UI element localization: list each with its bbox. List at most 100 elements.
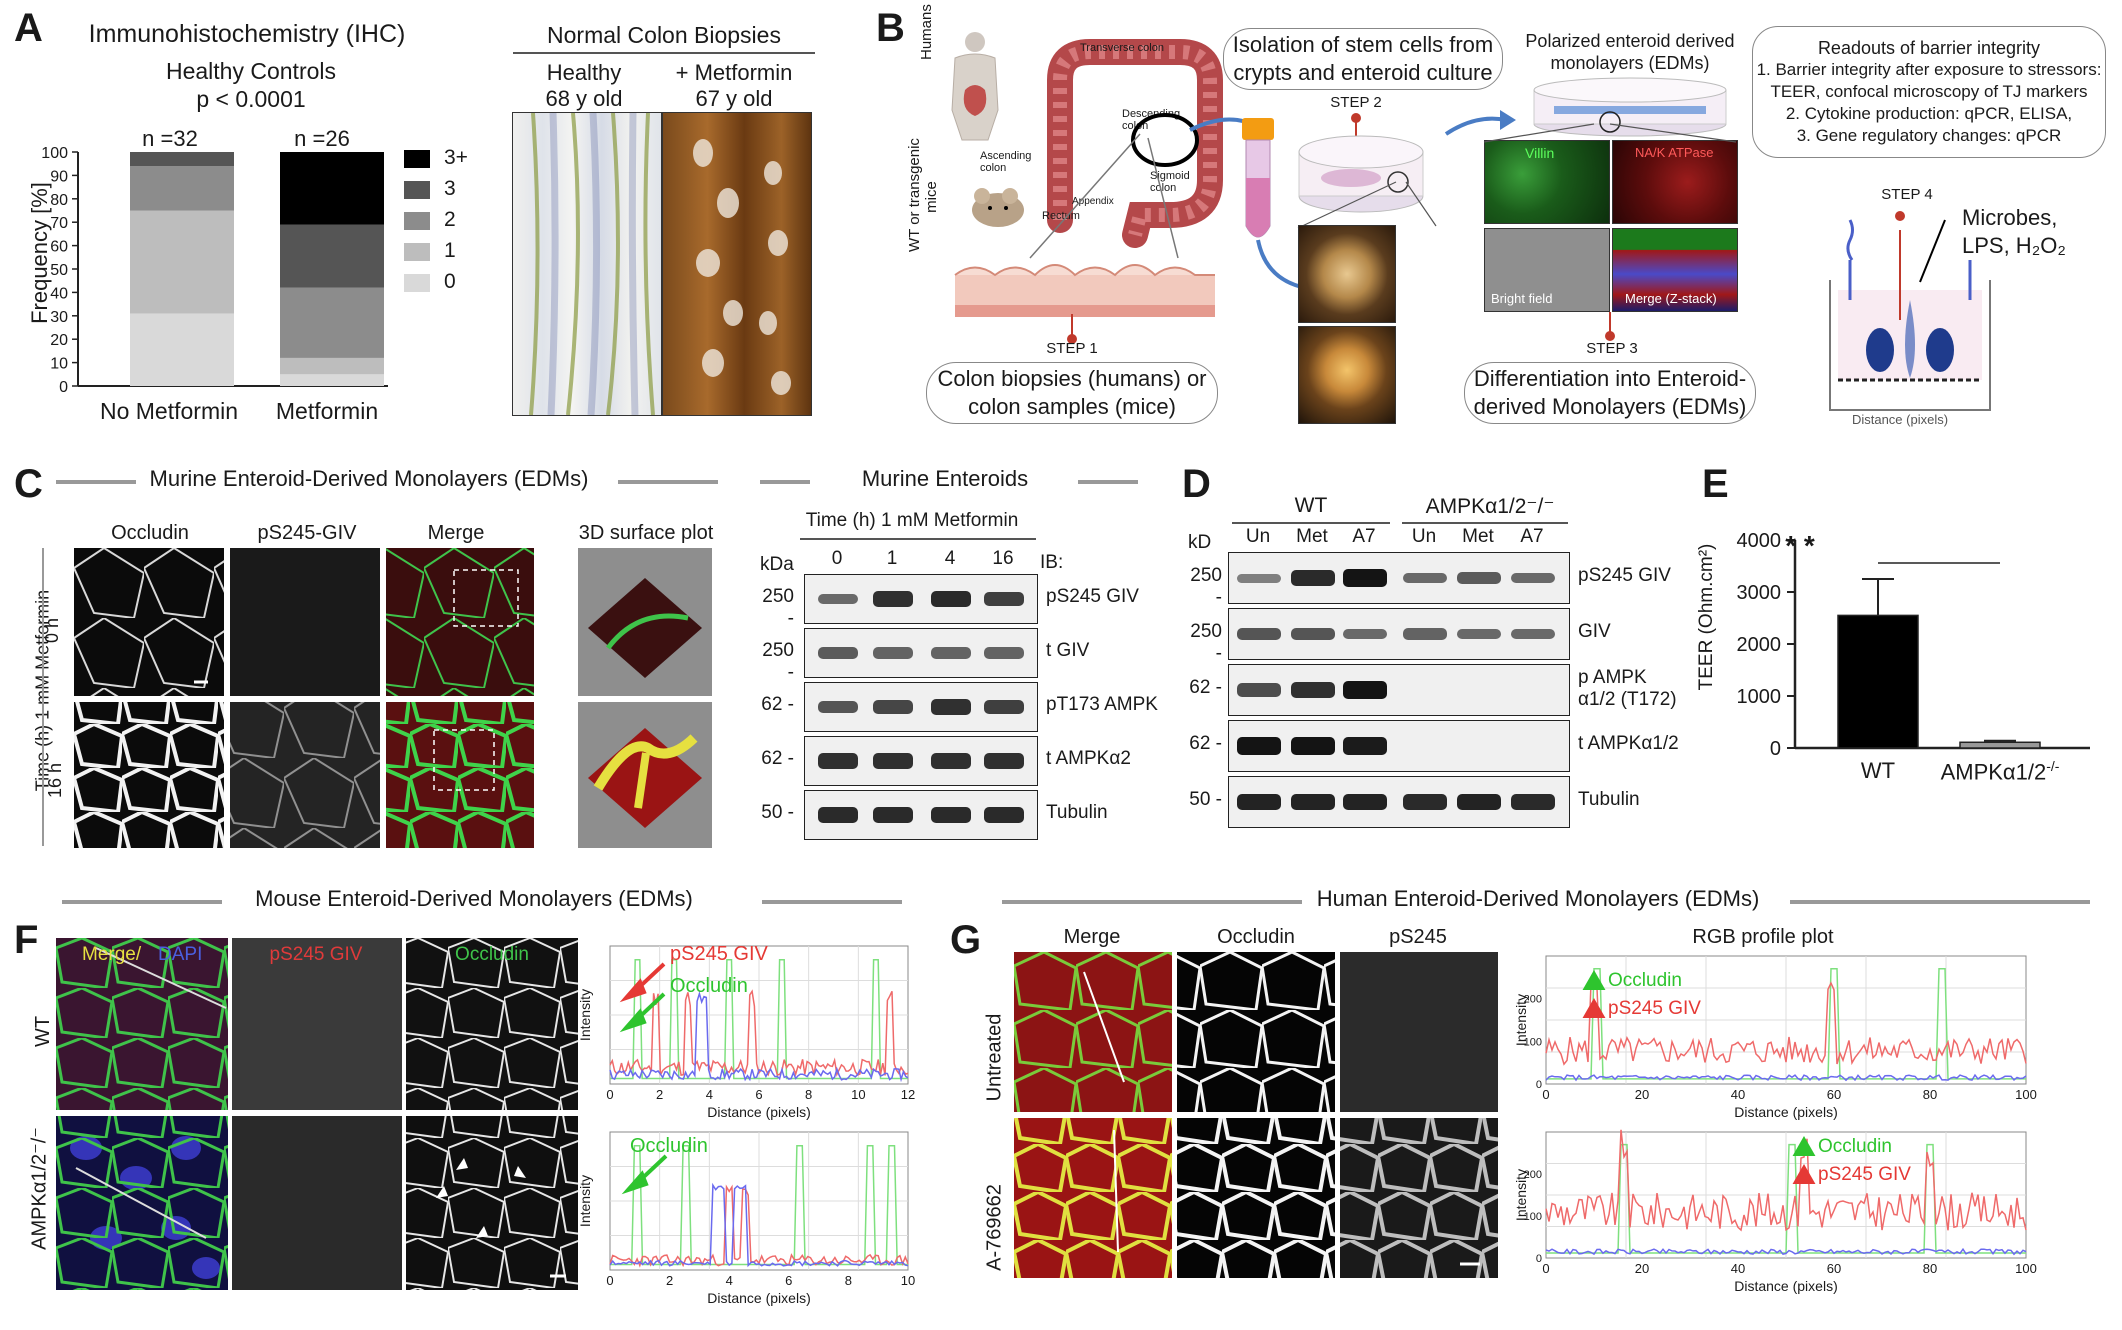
transwell-dish <box>1533 77 1727 137</box>
panel-letter-c: C <box>14 462 43 506</box>
blot-band <box>1511 572 1555 584</box>
p-value: p < 0.0001 <box>196 86 306 112</box>
x-tick-label: 2 <box>666 1273 673 1288</box>
c-title-left: Murine Enteroid-Derived Monolayers (EDMs… <box>149 466 589 491</box>
distance-caption-b: Distance (pixels) <box>1851 412 1949 427</box>
red-trace <box>609 989 909 1077</box>
blue-trace <box>609 1182 909 1268</box>
c-3d-surface-plots <box>578 548 712 848</box>
y-tick-label-a: 80 <box>50 192 68 209</box>
step2-label: STEP 2 <box>1330 94 1382 111</box>
blue-trace <box>1545 1247 2027 1256</box>
rule-f-1 <box>62 900 222 904</box>
x-tick-label: 4 <box>706 1087 713 1102</box>
c-blot-header: Time (h) 1 mM Metformin <box>805 510 1019 531</box>
teer-bar-chart: 0 1000 2000 3000 4000 <box>1737 530 2090 760</box>
f-label-dapi: DAPI <box>158 944 203 965</box>
blot-marker: 250 - <box>1190 565 1222 608</box>
y-axis-label: Intensity <box>577 1175 593 1227</box>
blot-band <box>1343 737 1387 755</box>
edm-tile-merge: Merge (Z-stack) <box>1612 228 1738 312</box>
y-tick-label-a: 70 <box>50 215 68 232</box>
y-tick-label-a: 10 <box>50 356 68 373</box>
y-tick-label: 200 <box>1524 994 1542 1006</box>
stressors-label: Microbes, LPS, H₂O₂ <box>1962 205 2066 258</box>
legend-swatch <box>404 274 430 292</box>
legend-swatch <box>404 212 430 230</box>
e-y-tick-label: 4000 <box>1737 530 1782 552</box>
c-side-rule <box>42 548 44 846</box>
category-metformin: Metformin <box>275 398 379 424</box>
f-label-merge: Merge/ <box>82 944 142 965</box>
legend-label: 1 <box>444 239 456 262</box>
organoid-image-2 <box>1298 326 1396 424</box>
d-lane-label: Met <box>1462 526 1494 547</box>
f-label-ps245: pS245 GIV <box>269 944 363 965</box>
c-col-ps245: pS245-GIV <box>257 522 357 544</box>
colon-tissue-section <box>954 264 1215 317</box>
edm-title: Polarized enteroid derived monolayers (ED… <box>1525 31 1735 73</box>
x-tick-label: 60 <box>1827 1087 1841 1102</box>
blot-band <box>1403 628 1447 640</box>
stacked-bar-segment <box>280 374 384 386</box>
biopsy-col-2-line2: 67 y old <box>695 86 773 111</box>
x-tick-label: 100 <box>2015 1087 2037 1102</box>
f-label-occludin: Occludin <box>455 944 529 965</box>
stacked-bar-chart: 0 10 20 30 40 50 60 70 80 90 100 <box>41 145 388 396</box>
x-axis-label: Distance (pixels) <box>1734 1104 1837 1120</box>
e-cat-ko: AMPKα1/2-/- <box>1940 758 2060 785</box>
c-micrographs <box>74 548 534 848</box>
f-plot2-green-label: Occludin <box>630 1135 708 1157</box>
blot-band <box>984 699 1024 715</box>
anatomy-ascending: Ascending colon <box>980 150 1032 174</box>
d-lane-label: A7 <box>1520 526 1544 547</box>
blot-protein: t GIV <box>1046 640 1090 661</box>
blot-band <box>1457 628 1501 640</box>
n-label-no-metformin: n =32 <box>142 126 198 151</box>
x-tick-label: 100 <box>2015 1261 2037 1276</box>
e-y-tick-label: 2000 <box>1737 634 1782 656</box>
zoom-lines-step2 <box>1297 181 1437 229</box>
blot-band <box>818 753 858 769</box>
legend-label: 3 <box>444 177 456 200</box>
c-blot-header-rule <box>800 538 1036 540</box>
g-plot2-green-label: Occludin <box>1818 1136 1892 1157</box>
n-label-metformin: n =26 <box>294 126 350 151</box>
stacked-bar-segment <box>130 152 234 167</box>
blot-band <box>1237 573 1281 583</box>
blot-band <box>1237 793 1281 811</box>
g-micrographs <box>1014 952 1498 1278</box>
rule-c-left-2 <box>618 480 718 484</box>
g-col-occludin: Occludin <box>1217 926 1295 948</box>
d-kd: kD <box>1188 532 1212 553</box>
step1-label: STEP 1 <box>1046 340 1098 357</box>
y-tick-label: 100 <box>1524 1211 1542 1223</box>
petri-dish-step2 <box>1298 135 1424 213</box>
c-col-3d: 3D surface plot <box>578 522 714 544</box>
blot-band <box>931 806 971 824</box>
rule-g-1 <box>1002 900 1302 904</box>
x-tick-label: 8 <box>845 1273 852 1288</box>
biopsy-title-underline <box>513 52 815 54</box>
red-trace <box>1545 1129 2027 1232</box>
blot-band <box>1403 793 1447 811</box>
y-axis-label: Intensity <box>577 989 593 1041</box>
blot-strip <box>804 574 1038 624</box>
blot-band <box>873 753 913 769</box>
d-lane-label: Met <box>1296 526 1328 547</box>
g-row-a769662: A-769662 <box>983 1184 1006 1271</box>
legend-swatch <box>404 150 430 168</box>
blot-band <box>818 593 858 605</box>
biopsy-col-1-line2: 68 y old <box>545 86 623 111</box>
blot-marker: 250 - <box>762 586 794 629</box>
blot-protein: Tubulin <box>1046 802 1108 823</box>
blot-band <box>984 806 1024 824</box>
d-lane-label: A7 <box>1352 526 1376 547</box>
x-axis-label: Distance (pixels) <box>707 1290 810 1306</box>
e-significance: * * <box>1785 530 1815 561</box>
blue-trace <box>609 991 909 1083</box>
stacked-bar-segment <box>130 313 234 386</box>
c-kda: kDa <box>760 554 794 575</box>
blot-band <box>1291 793 1335 811</box>
category-no-metformin: No Metformin <box>99 398 239 424</box>
